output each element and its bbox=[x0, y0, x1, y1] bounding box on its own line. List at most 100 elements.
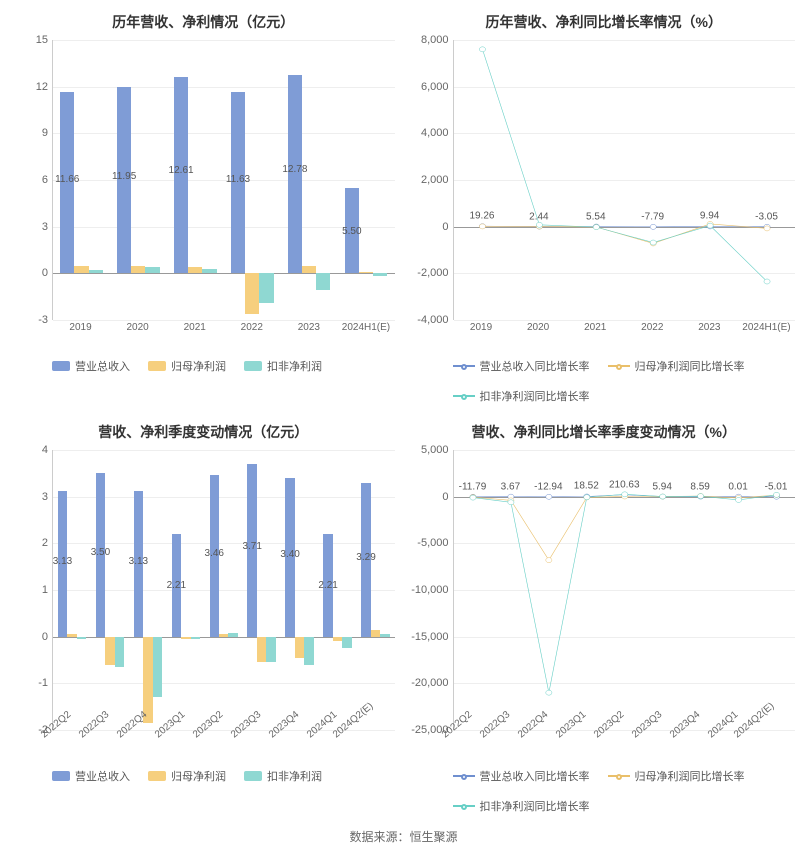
line-point bbox=[507, 500, 513, 505]
y-tick: -2,000 bbox=[417, 267, 448, 279]
point-value-label: 2.44 bbox=[529, 211, 548, 222]
legend-item: 扣非净利润同比增长率 bbox=[453, 388, 590, 404]
line-point bbox=[479, 224, 485, 229]
line-point bbox=[650, 240, 656, 245]
y-tick: 8,000 bbox=[421, 34, 449, 46]
legend-swatch bbox=[52, 361, 70, 371]
point-value-label: 19.26 bbox=[469, 211, 494, 222]
bar-value-label: 3.40 bbox=[280, 549, 299, 560]
point-value-label: 18.52 bbox=[574, 481, 599, 492]
point-value-label: -5.01 bbox=[765, 481, 788, 492]
point-value-label: 8.59 bbox=[690, 481, 709, 492]
x-axis: 201920202021202220232024H1(E) bbox=[52, 320, 395, 354]
bar-value-label: 12.78 bbox=[282, 164, 307, 175]
y-axis: -303691215 bbox=[12, 40, 52, 320]
bar-value-label: 3.29 bbox=[356, 552, 375, 563]
legend-item: 归母净利润 bbox=[148, 768, 226, 784]
y-axis: -25,000-20,000-15,000-10,000-5,00005,000 bbox=[413, 450, 453, 730]
chart-title: 历年营收、净利情况（亿元） bbox=[12, 12, 395, 32]
bar bbox=[77, 637, 86, 639]
x-axis: 201920202021202220232024H1(E) bbox=[453, 320, 796, 354]
legend-swatch bbox=[608, 365, 630, 367]
legend-label: 营业总收入同比增长率 bbox=[480, 768, 590, 784]
x-tick: 2021 bbox=[584, 322, 606, 333]
bar bbox=[302, 266, 316, 273]
legend: 营业总收入 归母净利润 扣非净利润 bbox=[52, 768, 395, 784]
line-point bbox=[707, 223, 713, 228]
point-value-label: 3.67 bbox=[501, 481, 520, 492]
y-axis: -4,000-2,00002,0004,0006,0008,000 bbox=[413, 40, 453, 320]
y-tick: 2 bbox=[42, 537, 48, 549]
bar bbox=[188, 267, 202, 273]
line-point bbox=[545, 558, 551, 563]
bar bbox=[143, 637, 152, 723]
x-tick: 2022 bbox=[241, 322, 263, 333]
line-point bbox=[545, 690, 551, 695]
legend-swatch bbox=[453, 775, 475, 777]
bar-value-label: 11.66 bbox=[55, 174, 79, 185]
bar-value-label: 3.71 bbox=[242, 541, 261, 552]
bar-value-label: 3.50 bbox=[91, 547, 110, 558]
chart-title: 营收、净利同比增长率季度变动情况（%） bbox=[413, 422, 796, 442]
line-series bbox=[472, 494, 776, 692]
x-tick: 2019 bbox=[69, 322, 91, 333]
y-tick: -3 bbox=[38, 314, 48, 326]
legend-dot-icon bbox=[461, 774, 467, 780]
line-point bbox=[593, 225, 599, 230]
y-tick: 3 bbox=[42, 491, 48, 503]
line-point bbox=[469, 495, 475, 500]
bar-value-label: 12.61 bbox=[169, 165, 194, 176]
point-value-label: 210.63 bbox=[609, 479, 640, 490]
bar bbox=[257, 637, 266, 663]
legend-swatch bbox=[148, 361, 166, 371]
bar-value-label: 3.13 bbox=[53, 556, 72, 567]
point-value-label: -7.79 bbox=[641, 211, 664, 222]
bar bbox=[89, 270, 103, 273]
legend-item: 扣非净利润 bbox=[244, 768, 322, 784]
point-value-label: -11.79 bbox=[459, 481, 487, 492]
bar-value-label: 3.46 bbox=[205, 548, 224, 559]
bar bbox=[67, 634, 76, 636]
bar-value-label: 11.95 bbox=[112, 171, 136, 182]
y-tick: 9 bbox=[42, 127, 48, 139]
chart-annual_bar: 历年营收、净利情况（亿元）-30369121511.6611.9512.6111… bbox=[12, 12, 395, 404]
y-tick: -20,000 bbox=[411, 677, 448, 689]
legend-swatch bbox=[52, 771, 70, 781]
line-series bbox=[482, 49, 767, 281]
line-point bbox=[545, 494, 551, 499]
y-tick: 1 bbox=[42, 584, 48, 596]
plot-area: -25,000-20,000-15,000-10,000-5,00005,000… bbox=[413, 450, 796, 730]
legend-swatch bbox=[453, 805, 475, 807]
bar bbox=[105, 637, 114, 665]
y-axis: -2-101234 bbox=[12, 450, 52, 730]
y-tick: 3 bbox=[42, 221, 48, 233]
bar bbox=[115, 637, 124, 667]
legend: 营业总收入同比增长率归母净利润同比增长率扣非净利润同比增长率 bbox=[453, 768, 796, 814]
legend-item: 营业总收入 bbox=[52, 768, 130, 784]
bars-layer: 11.6611.9512.6111.6312.785.50 bbox=[53, 40, 395, 320]
plot: -11.793.67-12.9418.52210.635.948.590.01-… bbox=[453, 450, 796, 730]
point-value-label: 5.54 bbox=[586, 211, 605, 222]
line-point bbox=[621, 492, 627, 497]
legend-swatch bbox=[244, 771, 262, 781]
line-point bbox=[763, 279, 769, 284]
legend-item: 归母净利润同比增长率 bbox=[608, 768, 745, 784]
bar bbox=[228, 633, 237, 637]
x-tick: 2024H1(E) bbox=[742, 322, 790, 333]
plot-area: -4,000-2,00002,0004,0006,0008,00019.262.… bbox=[413, 40, 796, 320]
x-axis: 2022Q22022Q32022Q42023Q12023Q22023Q32023… bbox=[52, 730, 395, 764]
y-tick: 0 bbox=[42, 267, 48, 279]
y-tick: 15 bbox=[36, 34, 48, 46]
legend-label: 归母净利润同比增长率 bbox=[635, 768, 745, 784]
charts-grid: 历年营收、净利情况（亿元）-30369121511.6611.9512.6111… bbox=[12, 12, 795, 814]
y-tick: 4,000 bbox=[421, 127, 449, 139]
bar-value-label: 2.21 bbox=[318, 580, 337, 591]
y-tick: 12 bbox=[36, 81, 48, 93]
legend-label: 扣非净利润同比增长率 bbox=[480, 388, 590, 404]
x-tick: 2020 bbox=[527, 322, 549, 333]
x-tick: 2023 bbox=[298, 322, 320, 333]
line-point bbox=[479, 47, 485, 52]
y-tick: -15,000 bbox=[411, 631, 448, 643]
x-tick: 2023 bbox=[698, 322, 720, 333]
bar bbox=[131, 266, 145, 274]
